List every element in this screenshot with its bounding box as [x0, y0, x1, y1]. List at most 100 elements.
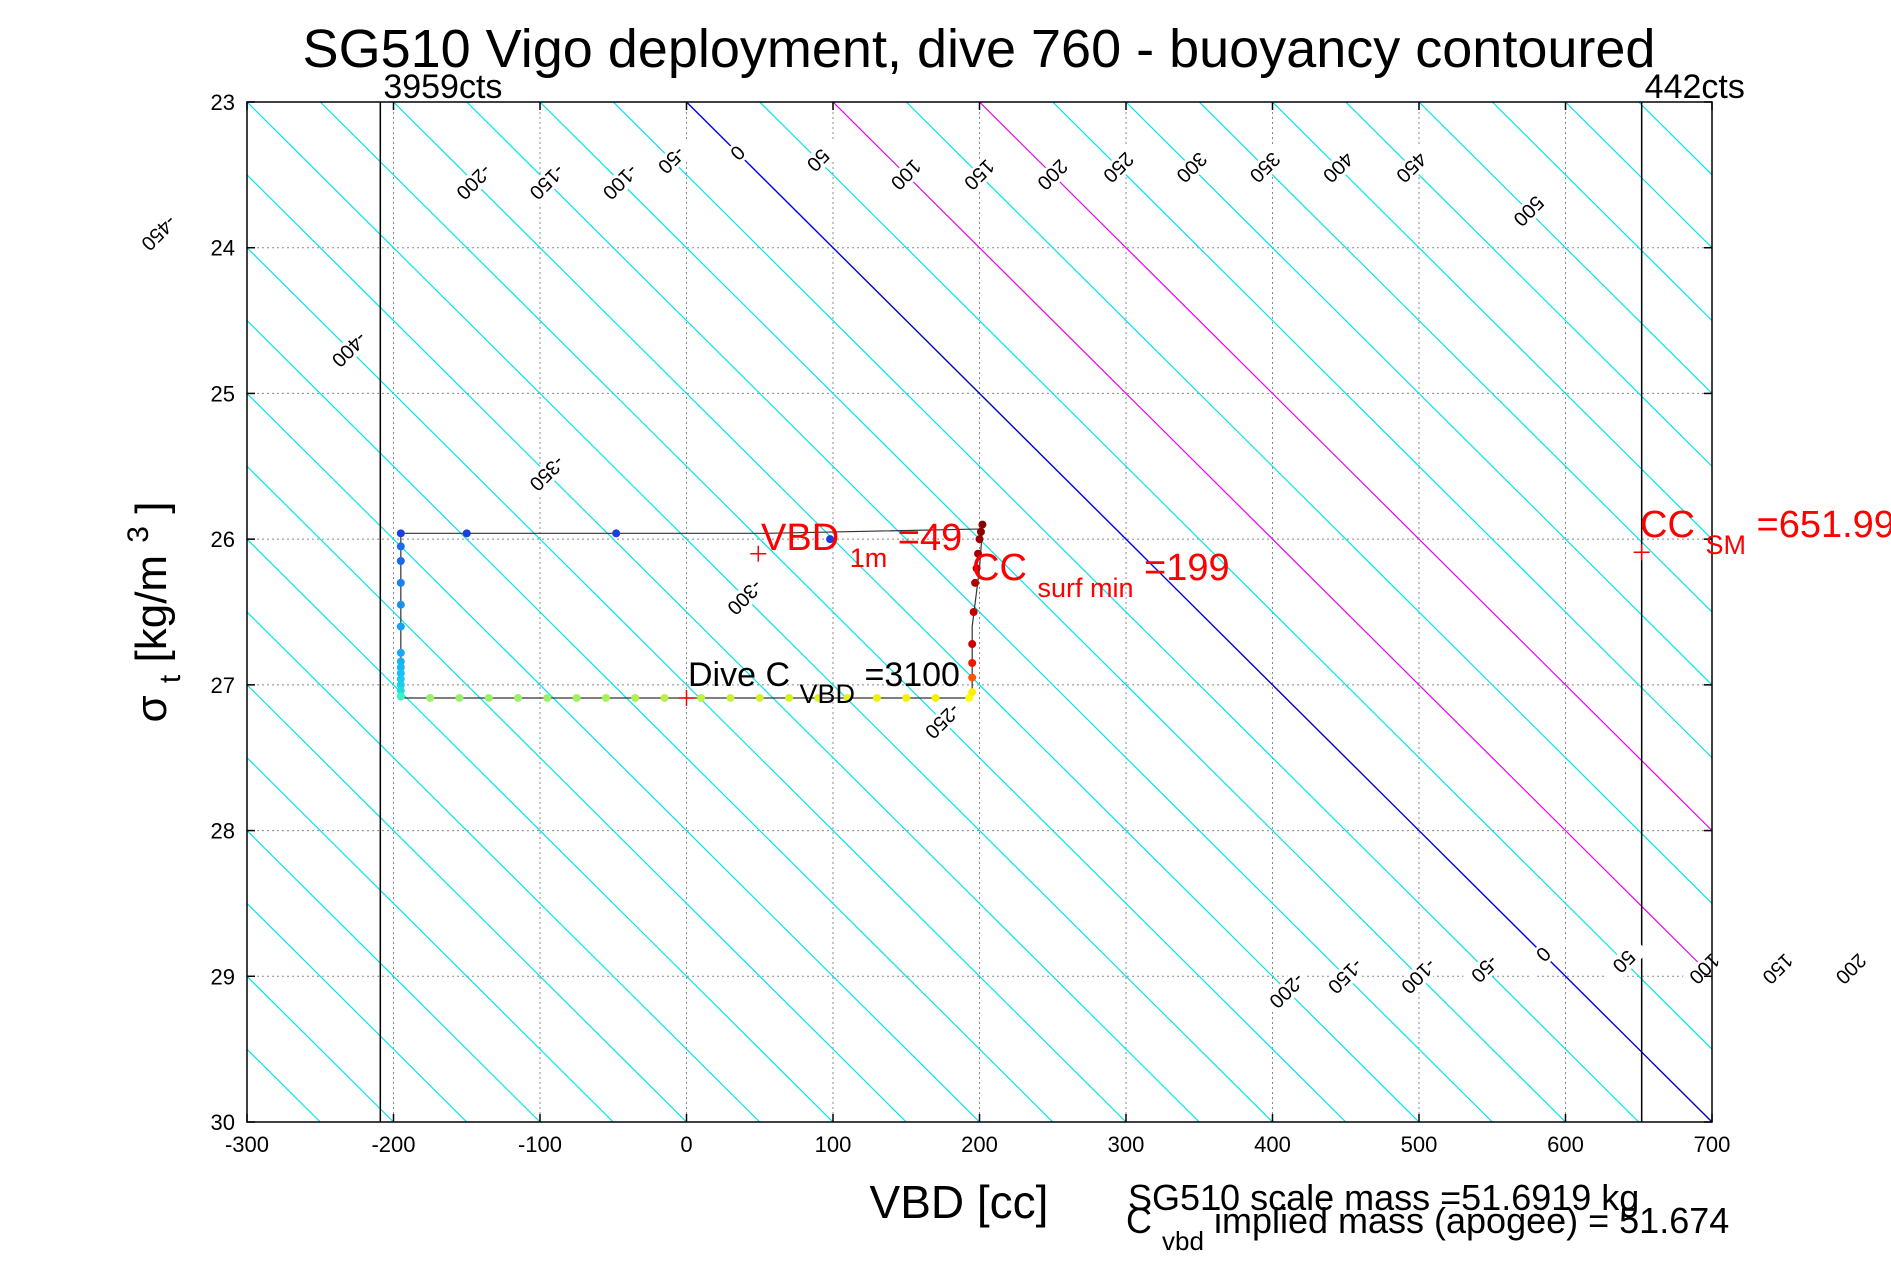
contour-lines [247, 102, 1712, 1122]
contour-line [247, 611, 761, 1122]
observation-point [396, 680, 405, 689]
contour-line [905, 102, 1712, 905]
observation-point [396, 675, 405, 684]
contour-line [1491, 102, 1712, 322]
annotation-dive-cvbd-value: =3100 [864, 656, 960, 694]
contour-label-bg [882, 150, 931, 199]
observation-point [814, 693, 823, 702]
observation-point [396, 669, 405, 678]
x-tick-label: 400 [1254, 1132, 1291, 1157]
y-tick-label: 27 [211, 673, 235, 698]
contour-label-bg [1314, 143, 1363, 192]
annotation-cc-sm-value: =651.99 [1757, 504, 1891, 546]
contour-label-bg [721, 573, 770, 622]
contour-line [247, 756, 614, 1122]
observation-point [968, 673, 977, 682]
contour-label-bg [955, 150, 1004, 199]
observation-point [484, 693, 493, 702]
footer-implied-mass-c: C [1126, 1200, 1152, 1241]
contour-label-bg [1263, 966, 1312, 1015]
contour-label-bg [523, 449, 572, 498]
annotation-cc-surf-min-value: =199 [1144, 547, 1230, 589]
x-tick-label: 500 [1401, 1132, 1438, 1157]
contour-label-bg [1387, 143, 1436, 192]
contour-label-bg [1094, 143, 1143, 192]
y-tick-label: 28 [211, 819, 235, 844]
y-tick-label: 23 [211, 90, 235, 115]
footer-implied-mass-rest: implied mass (apogee) = 51.674 [1214, 1200, 1729, 1241]
contour-label-bg [1167, 143, 1216, 192]
contour-label-bg [1600, 937, 1649, 986]
observation-point [396, 657, 405, 666]
markers [678, 544, 1650, 706]
contour-line [247, 102, 1273, 1122]
y-axis-label-group: σ t [kg/m 3 ] [109, 502, 190, 723]
y-tick-label: 29 [211, 964, 235, 989]
annotation-vbd-1m: VBD 1m =49 [761, 517, 962, 576]
contour-label-bg [1241, 143, 1290, 192]
y-axis-ticks: 23 24 25 26 27 28 29 30 [211, 90, 1712, 1135]
observation-point [514, 693, 523, 702]
contour-label-bg [918, 697, 967, 746]
annotation-cc-sm-base: CC [1640, 504, 1695, 546]
y-axis-label: σ t [kg/m 3 ] [109, 502, 190, 723]
contour-label-bg [1321, 952, 1370, 1001]
contour-label-bg [135, 209, 184, 258]
y-axis-label-sub: t [154, 674, 187, 683]
limit-line-label: 3959cts [383, 68, 502, 106]
contour-label-bg [1394, 952, 1444, 1001]
observation-point [969, 608, 978, 616]
footer-implied-mass: C vbd implied mass (apogee) = 51.674 [1126, 1200, 1729, 1258]
contour-label-bg [1753, 944, 1802, 994]
y-axis-label-symbol: σ [127, 695, 176, 722]
observation-point [902, 693, 911, 702]
observation-point [572, 693, 581, 702]
annotation-vbd-1m-sub: 1m [850, 543, 888, 573]
observation-point [396, 648, 405, 657]
observation-point [396, 557, 405, 565]
y-tick-label: 30 [211, 1110, 235, 1135]
x-axis-ticks: -300 -200 -100 0 100 200 300 400 500 600 700 [225, 102, 1730, 1157]
y-tick-label: 25 [211, 381, 235, 406]
contour-line [247, 538, 834, 1122]
contour-label-bg [523, 158, 572, 207]
observation-point [396, 578, 405, 587]
observation-point [631, 693, 640, 702]
chart-title: SG510 Vigo deployment, dive 760 - buoyan… [303, 19, 1656, 79]
observation-point [660, 693, 669, 702]
observation-points [396, 520, 987, 702]
contour-line [247, 174, 1200, 1122]
x-tick-label: 300 [1108, 1132, 1145, 1157]
observation-point [968, 659, 977, 667]
contour-line [247, 246, 1127, 1122]
observation-point [396, 622, 405, 631]
observation-point [455, 693, 464, 702]
contour-line [1125, 102, 1712, 686]
x-axis-label: VBD [cc] [870, 1176, 1049, 1228]
contour-line [1198, 102, 1712, 613]
contour-line [247, 902, 468, 1122]
observation-point [968, 688, 977, 697]
contour-line [466, 102, 1493, 1122]
contour-label-bg [596, 158, 645, 207]
annotation-cc-surf-min-base: CC [972, 547, 1027, 589]
contour-line [1418, 102, 1712, 395]
observation-point [601, 693, 610, 702]
y-tick-label: 24 [211, 236, 235, 261]
contour-label-bg [647, 136, 696, 185]
contour-line [1272, 102, 1712, 540]
contour-label-bg [1827, 944, 1876, 994]
y-axis-label-unit: [kg/m [127, 555, 176, 663]
observation-point [612, 529, 621, 538]
footer-implied-mass-sub: vbd [1162, 1226, 1204, 1256]
contour-line [247, 465, 907, 1122]
observation-point [396, 529, 405, 538]
x-tick-label: -200 [371, 1132, 415, 1157]
x-tick-label: 600 [1547, 1132, 1584, 1157]
x-tick-label: -100 [518, 1132, 562, 1157]
annotation-vbd-1m-base: VBD [761, 517, 839, 559]
contour-label-bg [1519, 930, 1568, 979]
observation-point [396, 663, 405, 672]
contour-label-bg [1028, 150, 1077, 199]
